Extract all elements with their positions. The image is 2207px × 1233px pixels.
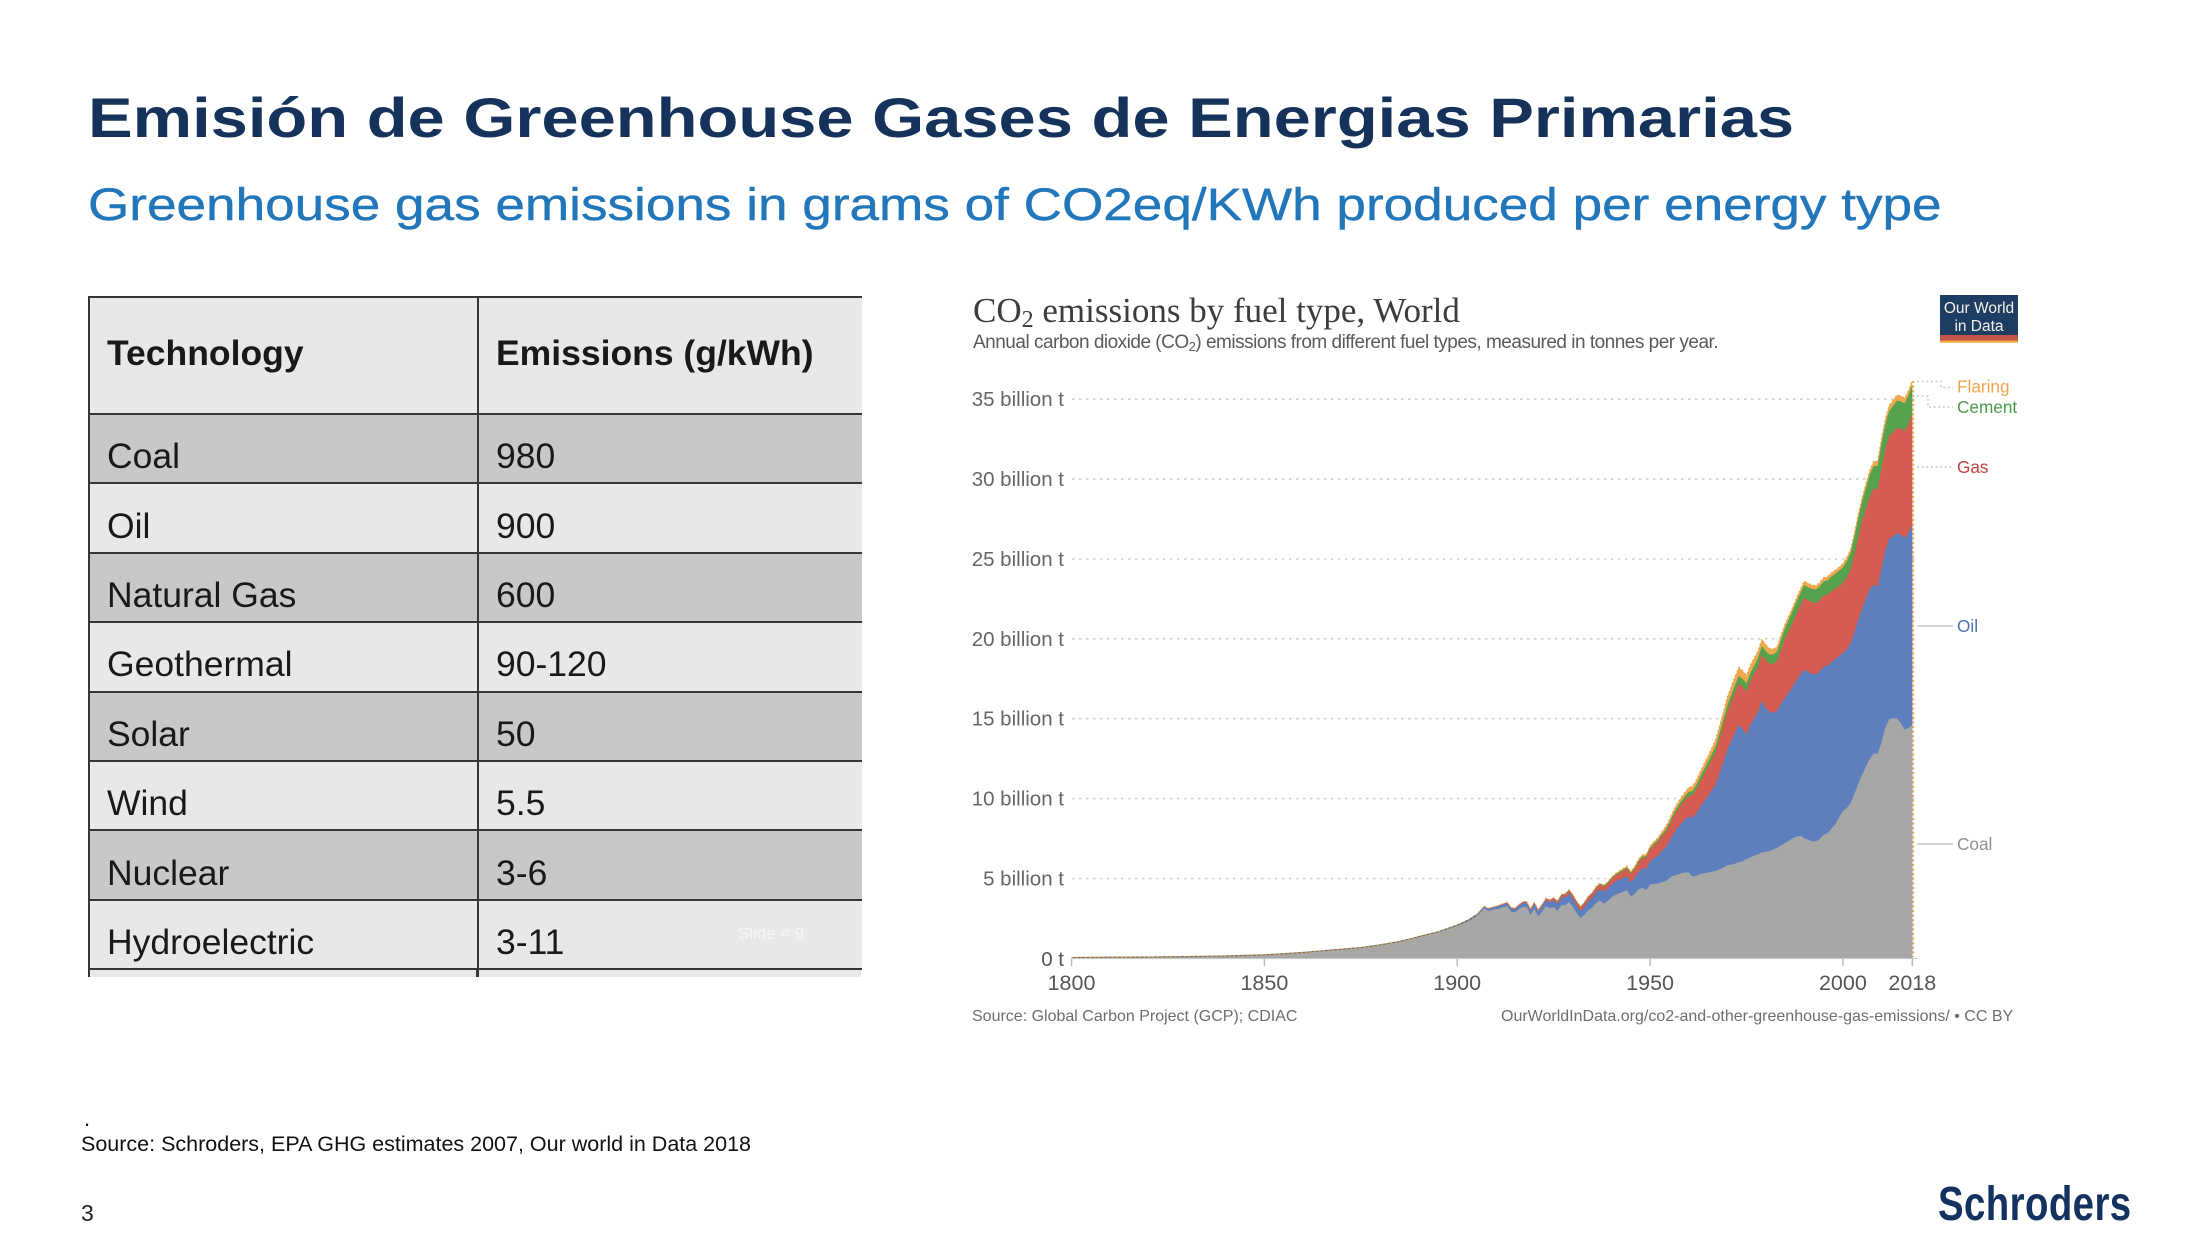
svg-text:Annual carbon dioxide (CO2) em: Annual carbon dioxide (CO2) emissions fr… [973, 332, 1718, 354]
svg-text:Oil: Oil [1957, 616, 1978, 636]
svg-text:10 billion t: 10 billion t [972, 788, 1065, 811]
svg-text:35 billion t: 35 billion t [972, 388, 1065, 411]
svg-text:1950: 1950 [1626, 971, 1674, 995]
svg-text:Source: Global Carbon Project: Source: Global Carbon Project (GCP); CDI… [972, 1008, 1297, 1025]
svg-text:1800: 1800 [1048, 971, 1096, 995]
svg-text:Cement: Cement [1957, 397, 2017, 417]
svg-text:in Data: in Data [1954, 318, 2003, 335]
svg-text:0 t: 0 t [1041, 948, 1064, 971]
svg-text:Our World: Our World [1944, 300, 2014, 317]
svg-text:Coal: Coal [1957, 834, 1992, 854]
svg-text:Flaring: Flaring [1957, 377, 2010, 397]
svg-text:5 billion t: 5 billion t [983, 868, 1064, 891]
svg-text:Gas: Gas [1957, 457, 1989, 477]
svg-text:OurWorldInData.org/co2-and-oth: OurWorldInData.org/co2-and-other-greenho… [1501, 1008, 2014, 1025]
svg-text:30 billion t: 30 billion t [972, 468, 1065, 491]
svg-text:2000: 2000 [1819, 971, 1867, 995]
svg-text:2018: 2018 [1888, 971, 1936, 995]
svg-text:CO2 emissions by fuel type, Wo: CO2 emissions by fuel type, World [973, 291, 1460, 333]
svg-text:1900: 1900 [1433, 971, 1481, 995]
svg-text:25 billion t: 25 billion t [972, 548, 1065, 571]
svg-text:15 billion t: 15 billion t [972, 708, 1065, 731]
svg-text:1850: 1850 [1240, 971, 1288, 995]
svg-text:20 billion t: 20 billion t [972, 628, 1065, 651]
